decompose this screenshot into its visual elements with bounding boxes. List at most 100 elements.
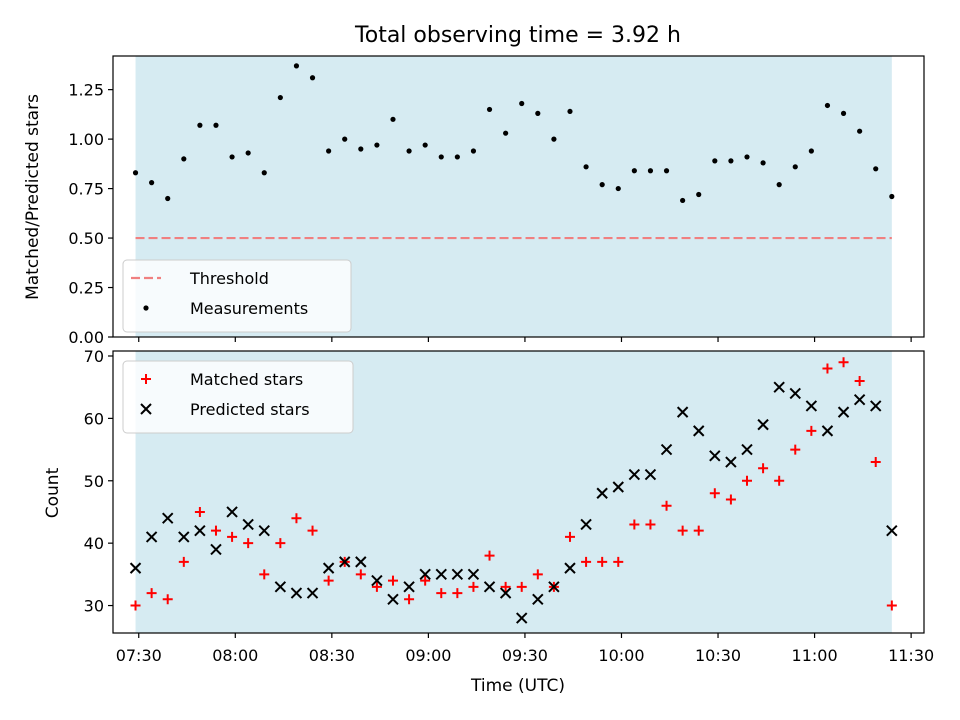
predicted-star-point	[644, 468, 657, 481]
plot-frame	[112, 55, 925, 338]
predicted-star-point	[162, 512, 174, 524]
matched-star-point	[468, 581, 479, 592]
measurement-point	[583, 164, 589, 170]
measurement-point	[165, 195, 171, 202]
measurement-point	[889, 193, 895, 200]
predicted-star-point	[660, 443, 673, 456]
measurement-point	[503, 130, 509, 136]
measurement-point	[567, 108, 573, 115]
predicted-star-point	[371, 574, 383, 587]
matched-star-point	[790, 444, 801, 455]
y-tick-label: 30	[84, 597, 104, 616]
measurement-point	[326, 148, 332, 154]
predicted-star-point	[483, 581, 496, 593]
y-tick-label: 0.25	[68, 279, 104, 298]
predicted-star-point	[853, 393, 866, 406]
measurement-point	[342, 136, 348, 142]
matched-star-point	[420, 575, 431, 586]
legend-box	[122, 259, 352, 333]
matched-star-point	[758, 463, 769, 474]
predicted-star-point	[339, 556, 351, 568]
predicted-star-point	[612, 481, 624, 493]
matched-star-point	[146, 588, 157, 599]
predicted-star-point	[580, 518, 592, 531]
x-axis-label: Time (UTC)	[470, 676, 565, 696]
predicted-star-point	[467, 568, 480, 581]
measurement-point	[760, 160, 766, 166]
x-tick-label: 11:00	[792, 646, 838, 665]
x-tick-label: 08:30	[309, 646, 355, 665]
measurement-point	[132, 170, 139, 176]
matched-star-point	[323, 575, 334, 586]
measurement-point	[792, 164, 798, 170]
matched-star-point	[500, 581, 511, 592]
matched-star-point	[661, 500, 672, 511]
count-y-axis-label: Count	[43, 467, 63, 518]
predicted-star-point	[210, 543, 222, 556]
y-tick-label: 40	[84, 534, 104, 553]
legend-label: Threshold	[189, 269, 269, 288]
predicted-star-point	[387, 593, 399, 606]
x-tick-label: 10:00	[598, 646, 644, 665]
predicted-star-point	[435, 568, 447, 581]
measurement-point	[245, 150, 251, 156]
measurement-point	[422, 142, 428, 148]
matched-star-point	[307, 525, 318, 536]
matched-star-point	[838, 357, 849, 368]
y-tick-label: 1.25	[68, 81, 104, 100]
predicted-star-point	[789, 387, 801, 400]
plot-frame	[112, 350, 925, 634]
measurement-point	[535, 110, 541, 116]
matched-star-point	[259, 569, 270, 580]
matched-star-point	[516, 581, 527, 592]
predicted-star-point	[516, 612, 528, 624]
predicted-star-point	[499, 587, 512, 599]
y-tick-label: 0.75	[68, 180, 104, 199]
measurement-point	[374, 142, 380, 148]
matched-star-point	[597, 556, 608, 567]
measurement-point	[712, 158, 718, 164]
predicted-star-point	[322, 562, 335, 574]
matched-star-point	[645, 519, 656, 530]
measurement-point	[808, 148, 814, 154]
measurement-point	[309, 75, 316, 81]
predicted-star-point	[242, 518, 254, 531]
predicted-star-point	[226, 506, 238, 518]
measurement-point	[824, 102, 831, 109]
predicted-star-point	[290, 587, 303, 599]
predicted-star-point	[178, 531, 190, 543]
y-tick-label: 60	[84, 409, 104, 428]
matched-star-point	[886, 600, 897, 611]
y-tick-label: 70	[84, 347, 104, 366]
predicted-star-point	[274, 581, 287, 593]
measurement-point	[599, 182, 605, 188]
matched-star-point	[484, 550, 495, 561]
x-tick-label: 09:30	[502, 646, 548, 665]
count-panel: 30 40 50 60 70 07:30 08:00 08:30 09:00 09:30 10:00…	[84, 347, 935, 665]
predicted-star-point	[837, 406, 850, 418]
measurement-point	[438, 154, 444, 160]
matched-star-point	[725, 494, 736, 505]
ratio-y-axis-label: Matched/Predicted stars	[23, 94, 43, 300]
measurement-point	[551, 136, 557, 142]
predicted-star-point	[451, 568, 464, 581]
measurement-point	[776, 182, 782, 188]
matched-star-point	[436, 588, 447, 599]
measurement-point	[647, 168, 654, 174]
matched-star-point	[243, 538, 254, 549]
matched-star-point	[741, 475, 752, 486]
predicted-star-point	[886, 524, 898, 537]
predicted-star-point	[355, 556, 367, 568]
y-tick-label: 0.00	[68, 328, 104, 347]
matched-star-point	[130, 600, 141, 611]
measurement-point	[486, 106, 493, 113]
measurement-point	[406, 148, 412, 154]
predicted-star-point	[725, 456, 737, 468]
matched-star-point	[693, 525, 704, 536]
measurement-point	[615, 185, 621, 192]
x-tick-label: 09:00	[405, 646, 451, 665]
matched-star-point	[291, 513, 302, 524]
matched-star-point	[822, 363, 833, 374]
predicted-star-point	[870, 400, 882, 412]
